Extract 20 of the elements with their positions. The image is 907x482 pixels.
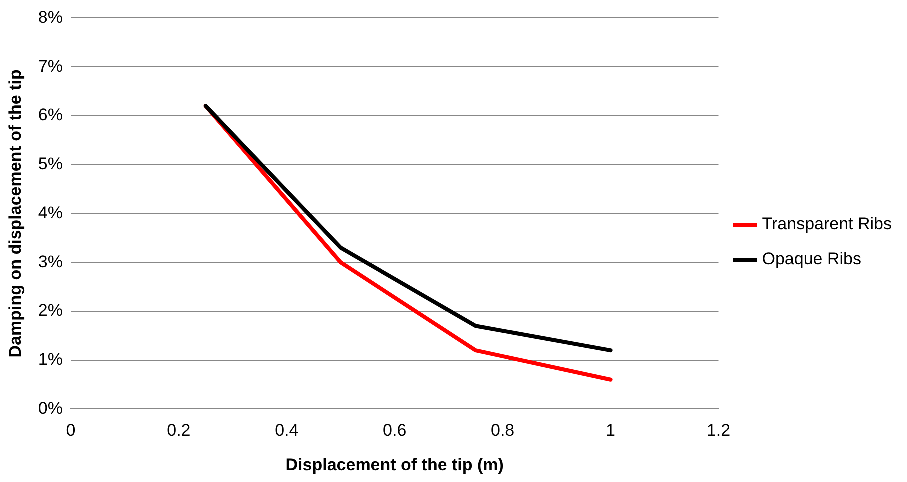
y-tick-label: 3% (38, 252, 63, 272)
x-tick-label: 0.4 (275, 421, 299, 440)
y-tick-label: 0% (38, 398, 63, 418)
x-tick-label: 0 (66, 421, 76, 440)
x-tick-label: 1.2 (706, 421, 731, 440)
x-tick-label: 0.8 (491, 421, 515, 440)
y-tick-label: 4% (38, 203, 63, 222)
y-tick-label: 6% (38, 106, 63, 125)
legend-label: Transparent Ribs (762, 214, 892, 234)
x-tick-label: 0.6 (383, 421, 407, 440)
y-tick-label: 7% (38, 56, 63, 76)
x-axis-title: Displacement of the tip (m) (286, 455, 504, 474)
y-axis-title: Damping on displacement of the tip (6, 70, 25, 358)
y-tick-label: 1% (38, 350, 63, 370)
x-tick-label: 1 (606, 421, 616, 440)
y-tick-label: 2% (38, 301, 63, 320)
y-tick-label: 5% (38, 154, 63, 174)
y-tick-label: 8% (38, 8, 63, 27)
legend-label: Opaque Ribs (762, 250, 862, 269)
x-tick-label: 0.2 (167, 421, 191, 440)
